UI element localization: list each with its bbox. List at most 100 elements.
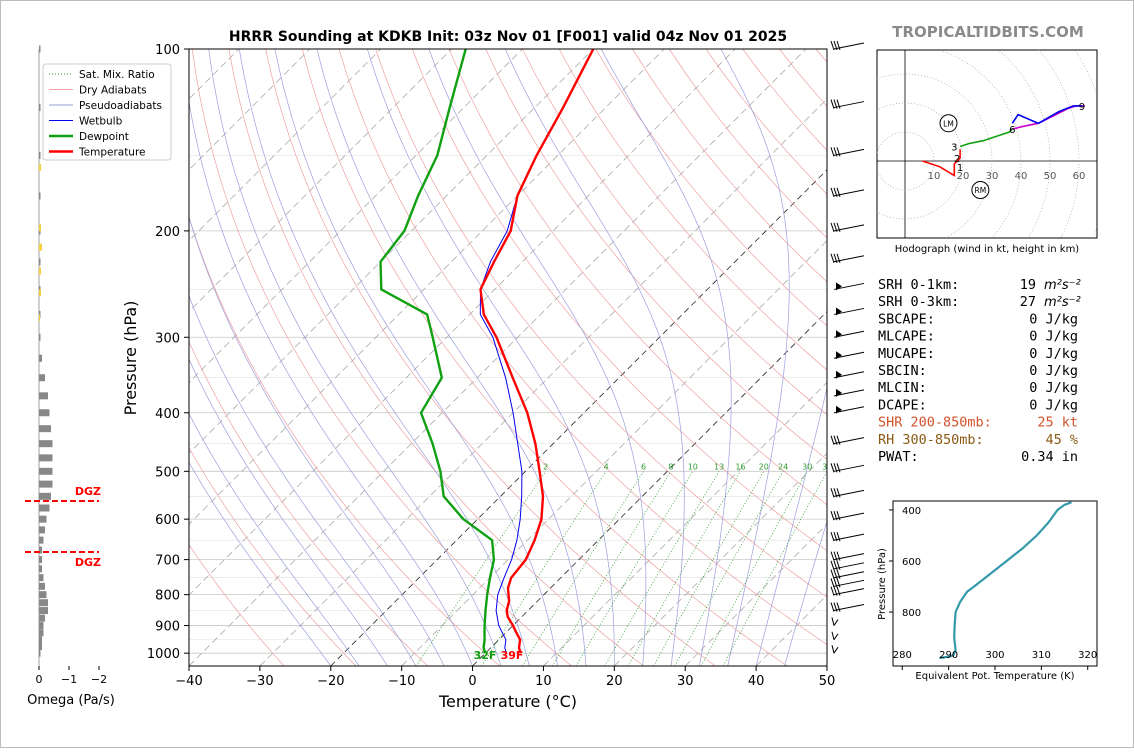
stat-label: DCAPE: — [878, 397, 927, 413]
x-tick-label: −10 — [388, 674, 415, 689]
wind-barbs — [831, 41, 864, 653]
wind-barb-pennant — [836, 282, 842, 290]
wind-barb-flag — [832, 645, 834, 653]
theta-x-tick-label: 310 — [1032, 650, 1051, 661]
omega-bar — [39, 392, 48, 399]
theta-x-tick-label: 300 — [985, 650, 1004, 661]
stat-value: 0 J/kg — [1029, 346, 1078, 362]
mixing-ratio-label: 30 — [802, 462, 812, 471]
skewt-profiles — [381, 49, 594, 653]
x-tick-label: 40 — [748, 674, 765, 689]
theta-y-tick-label: 400 — [902, 506, 921, 517]
x-tick-label: −40 — [175, 674, 202, 689]
theta-y-tick-label: 800 — [902, 608, 921, 619]
y-tick-label: 700 — [155, 554, 180, 569]
wind-barb-flag — [831, 570, 834, 579]
omega-bar — [39, 425, 51, 432]
wind-barb-pennant — [836, 330, 842, 338]
x-tick-label: 0 — [468, 674, 476, 689]
omega-bar — [39, 244, 42, 251]
pseudoadiabat-line — [756, 49, 862, 666]
x-tick-label: 50 — [819, 674, 836, 689]
pseudoadiabat-line — [209, 49, 501, 666]
omega-bar — [39, 440, 53, 447]
omega-tick-label: −2 — [91, 673, 107, 686]
isotherm-line — [260, 49, 877, 666]
chart-title: HRRR Sounding at KDKB Init: 03z Nov 01 [… — [229, 29, 787, 45]
y-tick-label: 200 — [155, 225, 180, 240]
brand-watermark: TROPICALTIDBITS.COM — [892, 23, 1084, 41]
wind-barb-staff — [834, 620, 838, 626]
legend-label: Temperature — [78, 147, 146, 159]
stat-value: 0 J/kg — [1029, 380, 1078, 396]
isotherm-line — [118, 49, 735, 666]
stat-label: MLCIN: — [878, 380, 927, 396]
stat-label: SRH 0-3km: — [878, 294, 959, 310]
hodograph-height-label: 9 — [1079, 102, 1085, 113]
stat-unit: m²s⁻² — [1044, 295, 1081, 310]
wind-barb-pennant — [836, 371, 842, 379]
omega-bar — [39, 615, 45, 622]
mixing-ratio-label: 16 — [735, 462, 745, 471]
x-tick-label: 30 — [677, 674, 694, 689]
omega-bar — [39, 481, 53, 488]
omega-bar — [39, 636, 42, 643]
omega-bar — [39, 591, 47, 598]
legend-label: Wetbulb — [79, 116, 123, 128]
omega-bar — [39, 493, 51, 500]
theta-x-tick-label: 280 — [893, 650, 912, 661]
y-tick-label: 500 — [155, 465, 180, 480]
stat-label: SBCAPE: — [878, 311, 935, 327]
stat-label: MUCAPE: — [878, 346, 935, 362]
wind-barb-flag — [831, 578, 834, 587]
mixing-ratio-line — [701, 471, 807, 666]
wind-barb-flag — [831, 587, 834, 596]
x-tick-label: −20 — [317, 674, 344, 689]
pseudoadiabat-line — [721, 49, 789, 666]
hodograph-ring-label: 10 — [928, 171, 941, 182]
wind-barb-flag — [831, 147, 834, 156]
y-tick-label: 400 — [155, 407, 180, 422]
legend-label: Dry Adiabats — [79, 85, 147, 97]
dgz-label: DGZ — [75, 485, 101, 498]
y-tick-label: 1000 — [147, 647, 180, 662]
wind-barb-flag — [831, 488, 834, 497]
stat-label: SBCIN: — [878, 363, 927, 379]
omega-bar — [39, 629, 44, 636]
legend-label: Sat. Mix. Ratio — [79, 69, 155, 81]
theta-e-frame — [893, 501, 1097, 666]
omega-bar — [39, 409, 50, 416]
wind-barb-flag — [831, 100, 834, 109]
stat-value: 19 — [1020, 277, 1036, 293]
surface-dewpoint-label: 32F — [474, 649, 497, 662]
pseudoadiabat-line — [136, 49, 415, 666]
omega-bar — [39, 454, 53, 461]
omega-bar — [39, 314, 40, 321]
omega-bar — [39, 583, 45, 590]
omega-bar — [39, 516, 47, 523]
wind-barb-flag — [832, 632, 834, 640]
omega-bar — [39, 192, 41, 199]
stat-value: 25 kt — [1037, 415, 1078, 431]
hodograph-height-label: 3 — [951, 143, 957, 154]
omega-tick-label: 0 — [36, 673, 43, 686]
mixing-ratio-label: 10 — [688, 462, 698, 471]
wind-barb-flag — [831, 561, 834, 570]
wind-barb-pennant — [836, 389, 842, 397]
theta-x-tick-label: 290 — [939, 650, 958, 661]
omega-xlabel: Omega (Pa/s) — [27, 693, 115, 708]
pseudoadiabat-line — [239, 49, 529, 666]
pseudoadiabat-line — [429, 49, 646, 666]
legend-label: Dewpoint — [79, 131, 129, 143]
omega-bar — [39, 650, 41, 657]
hodograph-ring-label: 50 — [1044, 171, 1057, 182]
mixing-ratio-line — [552, 471, 671, 666]
skewt-xlabel: Temperature (°C) — [438, 692, 577, 711]
skewt-frame — [189, 49, 827, 666]
omega-bar — [39, 607, 48, 614]
mixing-ratio-label: 8 — [668, 462, 673, 471]
omega-bar — [39, 104, 41, 111]
wind-barb-flag — [831, 188, 834, 197]
omega-bar — [39, 504, 50, 511]
